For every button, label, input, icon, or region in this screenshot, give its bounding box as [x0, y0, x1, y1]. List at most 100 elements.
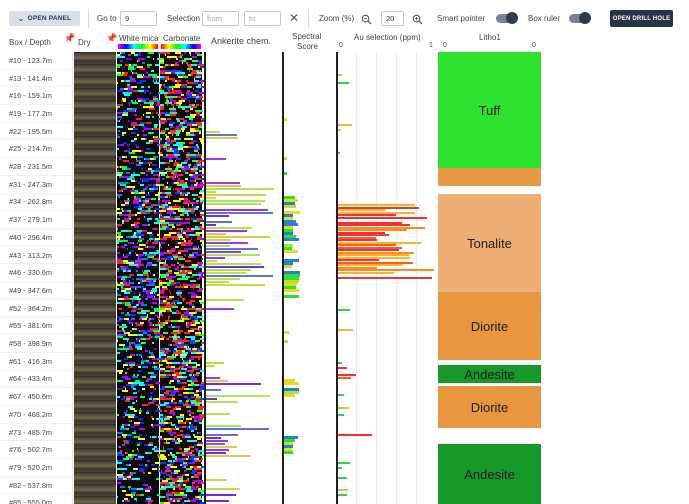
smart-pointer-toggle[interactable]	[496, 12, 518, 24]
pixel-strip	[155, 336, 160, 338]
depth-row[interactable]: #40 - 296.4m	[0, 229, 73, 247]
pixel-strip	[180, 194, 184, 196]
litho-unit[interactable]: Tonalite	[438, 194, 541, 292]
pin-icon[interactable]: 📌	[106, 33, 118, 43]
pixel-strip	[165, 396, 166, 398]
spectral-bar	[284, 265, 293, 268]
depth-row[interactable]: #58 - 398.9m	[0, 335, 73, 353]
pixel-strip	[178, 242, 181, 244]
selection-to-input[interactable]: to	[244, 11, 281, 26]
pixel-strip	[141, 138, 145, 140]
depth-row[interactable]: #19 - 177.2m	[0, 105, 73, 123]
depth-row[interactable]: #61 - 416.3m	[0, 353, 73, 371]
pixel-strip	[150, 128, 152, 130]
pixel-strip	[163, 482, 169, 484]
pixel-strip	[124, 296, 126, 298]
pixel-strip	[146, 116, 150, 118]
pixel-strip	[167, 98, 168, 100]
pixel-strip	[149, 318, 151, 320]
depth-row[interactable]: #70 - 468.2m	[0, 406, 73, 424]
depth-row[interactable]: #49 - 347.6m	[0, 282, 73, 300]
litho-unit[interactable]: Diorite	[438, 386, 541, 428]
pixel-strip	[134, 422, 140, 424]
depth-row[interactable]: #79 - 520.2m	[0, 459, 73, 477]
pixel-strip	[179, 60, 182, 62]
spectral-bar	[284, 118, 288, 121]
au-bar	[338, 151, 341, 154]
depth-row[interactable]: #43 - 313.2m	[0, 247, 73, 265]
ankerite-bar	[206, 212, 273, 214]
pixel-strip	[139, 262, 141, 264]
pixel-strip	[201, 490, 204, 492]
litho-unit[interactable]: Andesite	[438, 444, 541, 504]
depth-row[interactable]: #76 - 502.7m	[0, 441, 73, 460]
open-drill-hole-button[interactable]: OPEN DRILL HOLE	[610, 10, 673, 27]
zoom-input[interactable]: 20	[381, 11, 404, 26]
depth-row[interactable]: #85 - 555.0m	[0, 495, 73, 504]
pixel-strip	[182, 74, 184, 76]
litho-unit[interactable]: Diorite	[438, 292, 541, 360]
au-bar	[338, 256, 411, 259]
pixel-strip	[134, 342, 135, 344]
pixel-strip	[152, 418, 154, 420]
pixel-strip	[124, 412, 127, 414]
depth-row[interactable]: #73 - 485.7m	[0, 424, 73, 442]
depth-row[interactable]: #37 - 279.1m	[0, 211, 73, 229]
pixel-strip	[176, 90, 181, 92]
depth-row[interactable]: #22 - 195.5m	[0, 123, 73, 141]
pixel-strip	[129, 474, 133, 476]
pixel-strip	[124, 220, 125, 222]
litho-unit[interactable]	[438, 168, 541, 186]
pixel-strip	[121, 80, 124, 82]
depth-row[interactable]: #55 - 381.6m	[0, 318, 73, 336]
depth-row[interactable]: #10 - 123.7m	[0, 52, 73, 70]
pixel-strip	[179, 104, 181, 106]
litho-unit[interactable]: Andesite	[438, 365, 541, 383]
pixel-strip	[193, 348, 197, 350]
pixel-strip	[126, 494, 132, 496]
pixel-strip	[138, 100, 141, 102]
depth-row[interactable]: #13 - 141.4m	[0, 70, 73, 88]
pixel-strip	[177, 290, 182, 292]
depth-row[interactable]: #25 - 214.7m	[0, 141, 73, 159]
drill-hole-viewer[interactable]: #10 - 123.7m #13 - 141.4m #16 - 159.1m #19 …	[0, 52, 689, 504]
close-icon[interactable]: ✕	[289, 11, 300, 25]
pin-icon[interactable]: 📌	[64, 33, 76, 43]
pixel-strip	[174, 302, 175, 304]
pixel-strip	[199, 452, 200, 454]
pixel-strip	[137, 274, 143, 276]
depth-row[interactable]: #67 - 450.6m	[0, 388, 73, 406]
pixel-strip	[181, 368, 187, 370]
pixel-strip	[185, 194, 188, 196]
pixel-strip	[153, 324, 154, 326]
open-panel-button[interactable]: ⌄ OPEN PANEL	[9, 11, 80, 26]
depth-row[interactable]: #82 - 537.8m	[0, 477, 73, 495]
goto-input[interactable]: 9	[120, 11, 157, 26]
pixel-strip	[166, 78, 168, 80]
zoom-in-icon[interactable]	[412, 12, 423, 30]
depth-row[interactable]: #64 - 433.4m	[0, 371, 73, 389]
pixel-strip	[182, 130, 184, 132]
pixel-strip	[143, 488, 146, 490]
pixel-strip	[197, 162, 199, 164]
selection-from-input[interactable]: from	[202, 11, 239, 26]
depth-row[interactable]: #31 - 247.3m	[0, 176, 73, 194]
depth-row[interactable]: #28 - 231.5m	[0, 158, 73, 176]
pixel-strip	[162, 104, 164, 106]
pixel-strip	[150, 92, 151, 94]
ankerite-bar	[206, 479, 228, 481]
depth-row[interactable]: #34 - 262.8m	[0, 194, 73, 212]
depth-row[interactable]: #52 - 364.2m	[0, 300, 73, 318]
pixel-strip	[163, 332, 164, 334]
pixel-strip	[155, 462, 160, 464]
pixel-strip	[129, 172, 130, 174]
ankerite-bar	[206, 227, 252, 229]
pixel-strip	[177, 460, 178, 462]
pixel-strip	[137, 258, 142, 260]
depth-row[interactable]: #46 - 330.6m	[0, 264, 73, 283]
depth-row[interactable]: #16 - 159.1m	[0, 87, 73, 106]
zoom-out-icon[interactable]	[361, 12, 372, 30]
pixel-strip	[195, 340, 200, 342]
box-ruler-toggle[interactable]	[569, 12, 591, 24]
litho-unit[interactable]: Tuff	[438, 52, 541, 168]
